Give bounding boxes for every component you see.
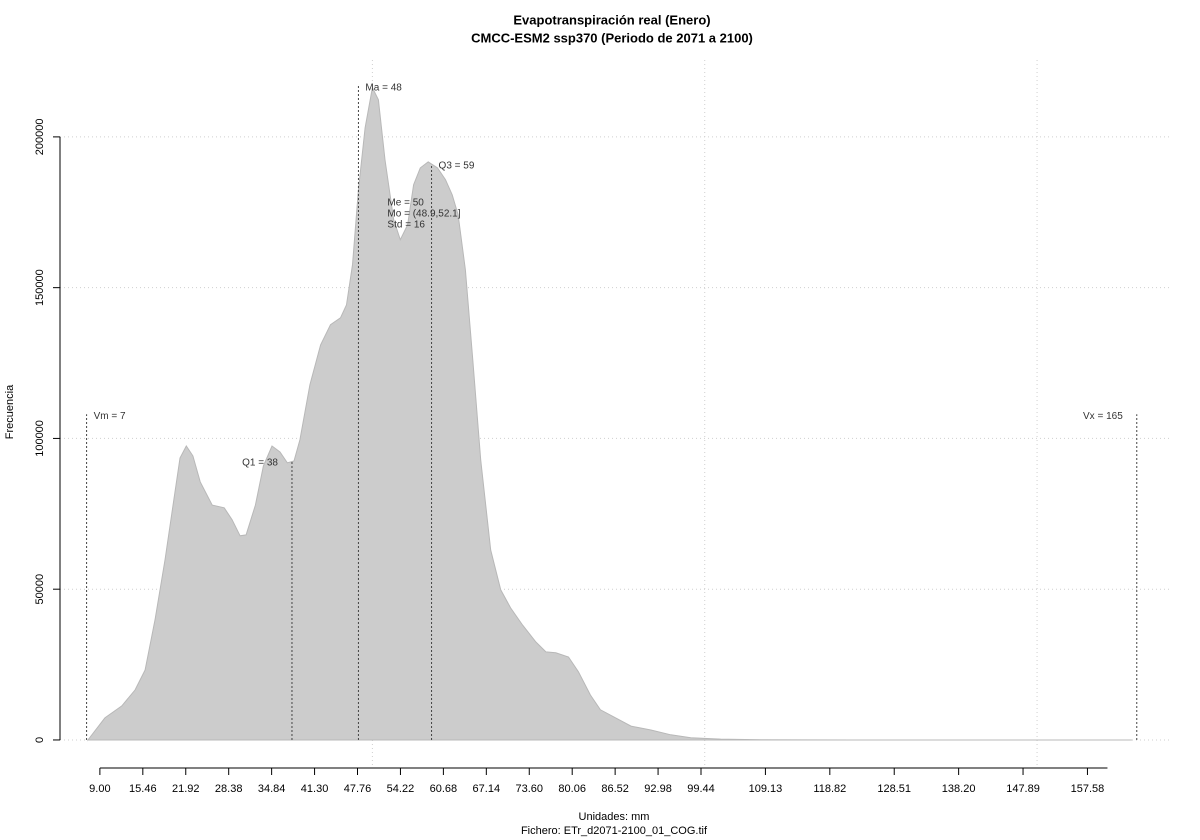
x-tick-label: 34.84 <box>258 783 286 795</box>
chart-subtitle: CMCC-ESM2 ssp370 (Periodo de 2071 a 2100… <box>471 30 753 45</box>
x-tick-label: 147.89 <box>1006 783 1040 795</box>
marker-label: Ma = 48 <box>365 82 402 93</box>
x-axis-label: Unidades: mm <box>579 811 650 823</box>
y-tick-label: 0 <box>34 737 46 743</box>
marker-label: Vm = 7 <box>94 411 126 422</box>
x-tick-label: 80.06 <box>558 783 586 795</box>
marker-label: Q1 = 38 <box>242 458 278 469</box>
x-tick-label: 128.51 <box>877 783 911 795</box>
y-tick-label: 200000 <box>34 119 46 156</box>
x-tick-label: 60.68 <box>430 783 458 795</box>
y-axis-label: Frecuencia <box>4 384 16 439</box>
x-tick-label: 54.22 <box>387 783 415 795</box>
marker-label: Q3 = 59 <box>439 161 475 172</box>
x-tick-label: 41.30 <box>301 783 329 795</box>
area <box>87 86 1132 742</box>
footer: Fichero: ETr_d2071-2100_01_COG.tif <box>521 825 708 837</box>
y-tick-label: 100000 <box>34 420 46 457</box>
y-tick-label: 50000 <box>34 574 46 605</box>
x-tick-label: 28.38 <box>215 783 243 795</box>
stat-label: Std = 16 <box>387 220 425 231</box>
chart-title: Evapotranspiración real (Enero) <box>513 12 710 27</box>
x-tick-label: 21.92 <box>172 783 200 795</box>
y-tick-label: 150000 <box>34 269 46 306</box>
x-tick-label: 92.98 <box>644 783 672 795</box>
x-tick-label: 118.82 <box>813 783 846 795</box>
x-tick-label: 67.14 <box>473 783 501 795</box>
x-tick-label: 73.60 <box>515 783 543 795</box>
stat-label: Mo = (48.9,52.1] <box>387 209 460 220</box>
x-tick-label: 9.00 <box>89 783 110 795</box>
x-tick-label: 15.46 <box>129 783 157 795</box>
x-tick-label: 157.58 <box>1071 783 1105 795</box>
marker-label: Vx = 165 <box>1083 411 1123 422</box>
x-tick-label: 99.44 <box>687 783 715 795</box>
x-tick-label: 138.20 <box>942 783 976 795</box>
x-tick-label: 86.52 <box>601 783 629 795</box>
stat-label: Me = 50 <box>387 198 424 209</box>
x-tick-label: 47.76 <box>344 783 372 795</box>
x-tick-label: 109.13 <box>749 783 783 795</box>
